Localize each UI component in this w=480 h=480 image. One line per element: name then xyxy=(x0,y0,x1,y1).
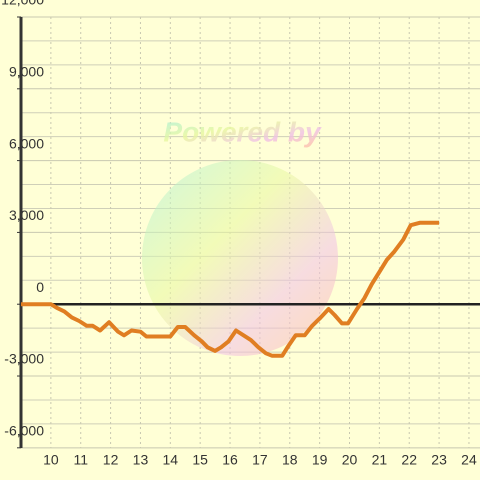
x-tick-label: 20 xyxy=(342,452,358,468)
grid xyxy=(21,16,480,449)
x-tick-label: 15 xyxy=(192,452,208,468)
y-tick-label: 9,000 xyxy=(9,64,44,80)
data-line xyxy=(21,220,440,358)
y-tick-label: -6,000 xyxy=(4,423,44,439)
y-tick-label: 6,000 xyxy=(9,135,44,151)
watermark-logo xyxy=(142,160,338,356)
x-tick-label: 18 xyxy=(282,452,298,468)
x-tick-label: 19 xyxy=(312,452,328,468)
x-tick-label: 16 xyxy=(222,452,238,468)
y-tick-label: -3,000 xyxy=(4,351,44,367)
y-tick-label: 3,000 xyxy=(9,207,44,223)
y-tick-label: 0 xyxy=(36,279,44,295)
x-tick-label: 11 xyxy=(73,452,88,468)
x-tick-label: 10 xyxy=(43,452,59,468)
x-tick-label: 21 xyxy=(372,452,388,468)
x-tick-label: 14 xyxy=(163,452,179,468)
x-tick-label: 23 xyxy=(431,452,447,468)
x-tick-label: 17 xyxy=(252,452,268,468)
x-tick-label: 22 xyxy=(401,452,417,468)
watermark: Powered by xyxy=(163,116,322,147)
y-tick-label: 12,000 xyxy=(1,0,44,8)
x-tick-label: 12 xyxy=(103,452,119,468)
x-tick-label: 13 xyxy=(133,452,149,468)
x-tick-label: 24 xyxy=(461,452,477,468)
